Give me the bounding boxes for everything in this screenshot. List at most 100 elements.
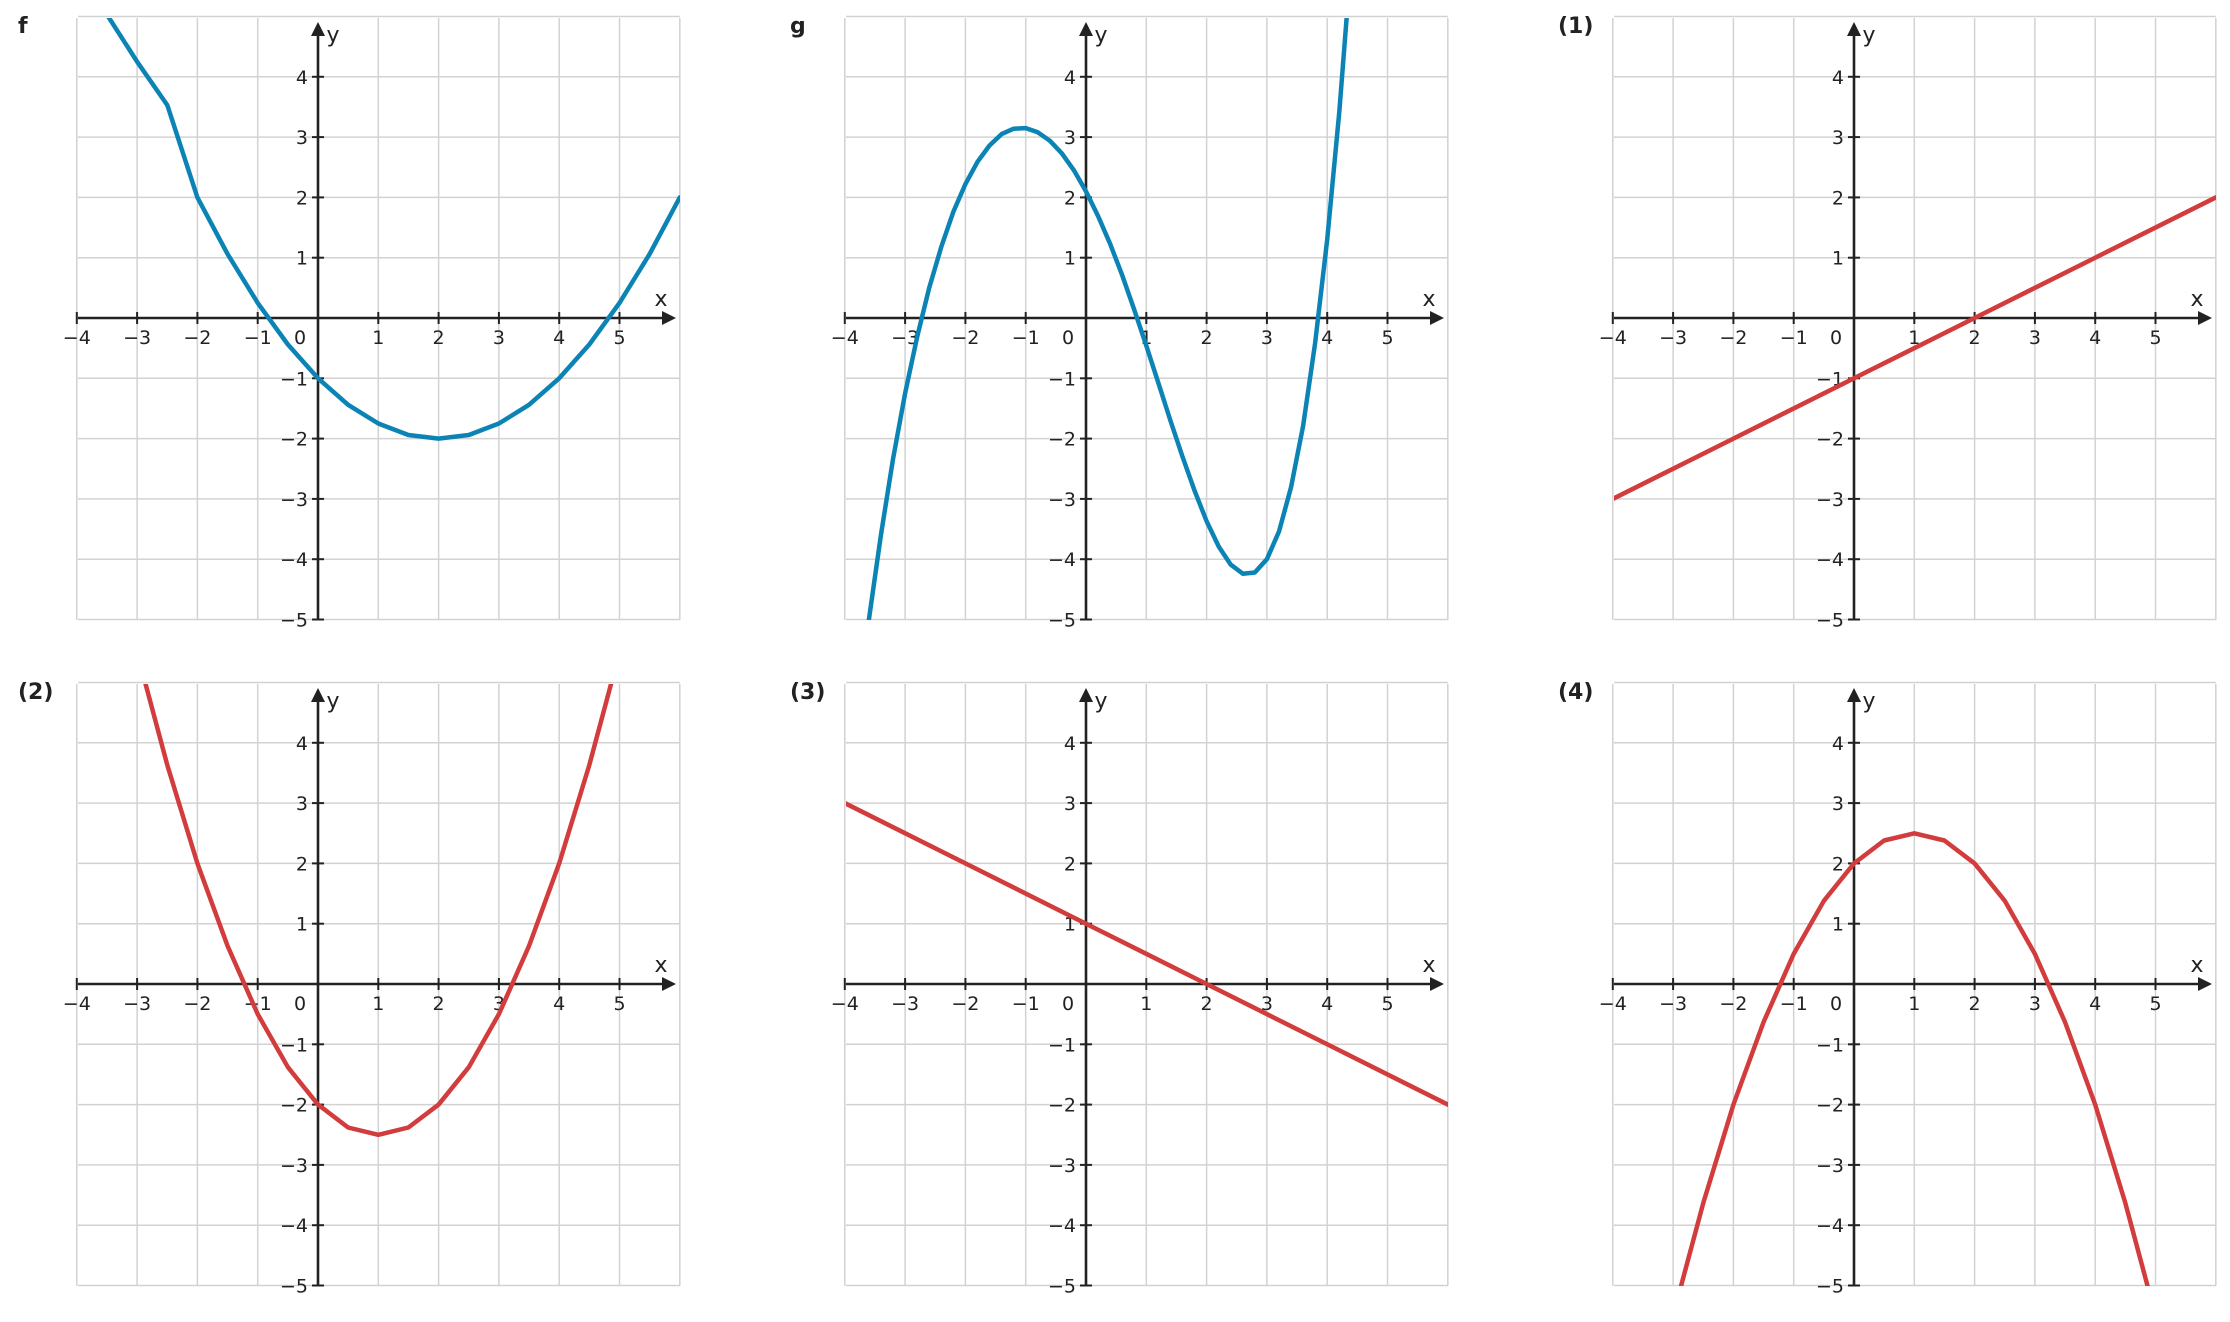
- y-tick-label: −1: [280, 1034, 308, 1056]
- x-tick-label: −1: [1012, 327, 1040, 349]
- x-tick-label: 4: [2089, 327, 2101, 349]
- x-tick-label: 4: [1321, 327, 1333, 349]
- x-tick-label: −2: [183, 993, 211, 1015]
- y-tick-label: 1: [296, 248, 308, 270]
- panel-label: (3): [790, 680, 826, 705]
- x-tick-label: −3: [1659, 327, 1687, 349]
- panel-label: (4): [1558, 680, 1594, 705]
- y-tick-label: 4: [296, 733, 308, 755]
- panel-label: (1): [1558, 14, 1594, 39]
- x-tick-label: 1: [1908, 993, 1920, 1015]
- x-tick-label: 1: [372, 993, 384, 1015]
- x-tick-label: 0: [1830, 993, 1842, 1015]
- y-axis-arrow-icon: [1079, 22, 1093, 36]
- y-tick-label: −1: [280, 368, 308, 390]
- x-tick-label: 5: [613, 327, 625, 349]
- chart-panel-6: −4 −3 −2 −1 0 1 2 3 4 5 −5 −4 −3 −2 −1 1 2 3 4 x y (4): [1536, 666, 2230, 1322]
- y-tick-label: −5: [1048, 610, 1076, 632]
- x-axis-label: x: [1422, 287, 1435, 312]
- grid: [76, 15, 681, 621]
- x-tick-label: −1: [1012, 993, 1040, 1015]
- x-tick-label: 4: [553, 327, 565, 349]
- x-tick-label: −4: [63, 993, 91, 1015]
- x-tick-label: 2: [1201, 993, 1213, 1015]
- y-tick-label: 4: [1832, 733, 1844, 755]
- x-axis-label: x: [1422, 953, 1435, 978]
- x-tick-label: −2: [951, 993, 979, 1015]
- y-axis-arrow-icon: [311, 22, 325, 36]
- y-tick-label: −1: [1048, 368, 1076, 390]
- x-axis-arrow-icon: [662, 311, 676, 325]
- panel-label: f: [18, 14, 28, 39]
- y-tick-label: −3: [1048, 1155, 1076, 1177]
- y-axis-label: y: [1094, 689, 1107, 714]
- y-tick-label: −3: [1816, 489, 1844, 511]
- y-tick-label: −3: [1048, 489, 1076, 511]
- x-tick-label: 3: [1261, 327, 1273, 349]
- y-tick-label: 2: [1064, 187, 1076, 209]
- x-tick-label: −2: [183, 327, 211, 349]
- y-tick-label: −4: [280, 1215, 308, 1237]
- y-tick-label: 4: [1064, 67, 1076, 89]
- x-axis-label: x: [654, 287, 667, 312]
- y-tick-label: −5: [280, 1276, 308, 1298]
- x-tick-label: 2: [1969, 327, 1981, 349]
- x-tick-label: 3: [2029, 993, 2041, 1015]
- x-tick-label: −4: [831, 327, 859, 349]
- x-tick-label: 2: [433, 993, 445, 1015]
- x-tick-label: 0: [294, 993, 306, 1015]
- y-tick-label: 3: [296, 127, 308, 149]
- y-axis-arrow-icon: [1847, 688, 1861, 702]
- x-tick-label: −3: [123, 327, 151, 349]
- function-curve: [143, 684, 614, 1138]
- y-axis-label: y: [1862, 23, 1875, 48]
- y-tick-label: −4: [1816, 549, 1844, 571]
- y-tick-label: −4: [1816, 1215, 1844, 1237]
- y-tick-label: 3: [1064, 793, 1076, 815]
- x-tick-label: 1: [1908, 327, 1920, 349]
- y-tick-label: −5: [1816, 1276, 1844, 1298]
- y-tick-label: −2: [280, 429, 308, 451]
- y-tick-label: −3: [280, 1155, 308, 1177]
- y-tick-label: 2: [1064, 853, 1076, 875]
- y-tick-label: 2: [1832, 853, 1844, 875]
- y-tick-label: −2: [1048, 429, 1076, 451]
- y-tick-label: −3: [1816, 1155, 1844, 1177]
- y-tick-label: −5: [1816, 610, 1844, 632]
- y-tick-label: −1: [1048, 1034, 1076, 1056]
- x-tick-label: 0: [1830, 327, 1842, 349]
- x-tick-label: 4: [553, 993, 565, 1015]
- y-tick-label: −2: [1048, 1095, 1076, 1117]
- y-tick-label: −3: [280, 489, 308, 511]
- x-tick-label: 2: [433, 327, 445, 349]
- y-tick-label: 1: [1832, 914, 1844, 936]
- y-tick-label: 1: [296, 914, 308, 936]
- x-tick-label: 0: [1062, 327, 1074, 349]
- x-tick-label: −1: [1780, 327, 1808, 349]
- function-curve: [866, 18, 1349, 620]
- chart-panel-2: −4 −3 −2 −1 0 1 2 3 4 5 −5 −4 −3 −2 −1 1 2 3 4 x y g: [768, 0, 1511, 656]
- x-tick-label: −2: [1719, 327, 1747, 349]
- y-tick-label: 2: [296, 187, 308, 209]
- y-axis-label: y: [326, 23, 339, 48]
- x-tick-label: −1: [1780, 993, 1808, 1015]
- x-tick-label: −3: [891, 993, 919, 1015]
- x-axis-arrow-icon: [2198, 977, 2212, 991]
- y-tick-label: 3: [1064, 127, 1076, 149]
- y-tick-label: 2: [296, 853, 308, 875]
- x-tick-label: −2: [951, 327, 979, 349]
- grid: [76, 681, 681, 1287]
- y-axis-arrow-icon: [1079, 688, 1093, 702]
- y-tick-label: −2: [1816, 429, 1844, 451]
- x-tick-label: 2: [1969, 993, 1981, 1015]
- y-tick-label: 4: [1832, 67, 1844, 89]
- y-tick-label: 3: [1832, 793, 1844, 815]
- x-tick-label: 0: [1062, 993, 1074, 1015]
- x-axis-label: x: [2190, 287, 2203, 312]
- x-tick-label: −3: [1659, 993, 1687, 1015]
